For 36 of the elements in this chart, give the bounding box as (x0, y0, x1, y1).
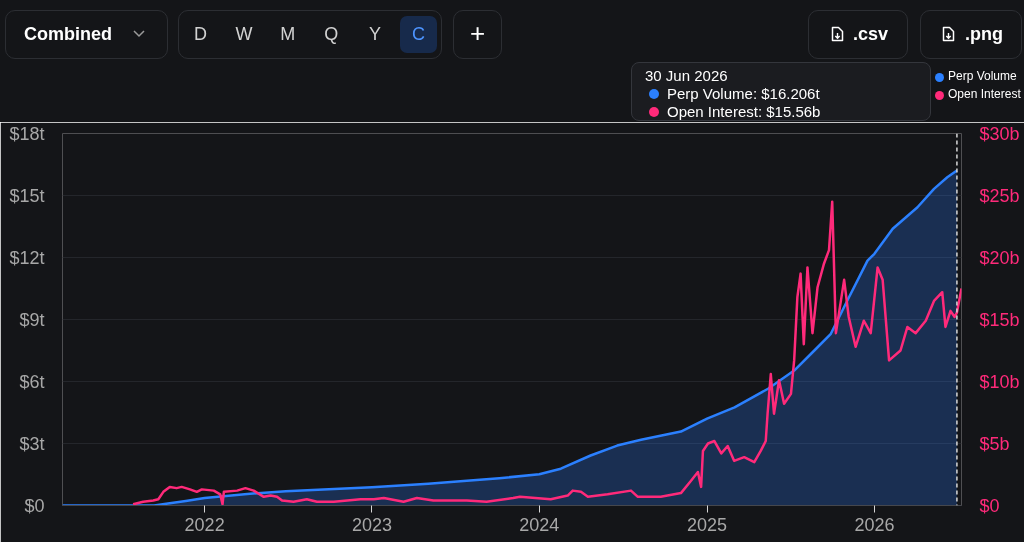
y2-tick-label: $30b (979, 123, 1020, 144)
legend: Perp Volume Open Interest (935, 68, 1021, 104)
text: W (234, 23, 254, 45)
text: C (411, 23, 426, 45)
text: 30 Jun 2026 (645, 67, 728, 85)
y-tick-label: $6t (19, 371, 45, 392)
y2-tick-label: $15b (979, 309, 1020, 330)
y-tick-label: $15t (9, 185, 45, 206)
text: Q (323, 23, 340, 45)
text: .csv (853, 23, 889, 45)
text: Y (367, 23, 382, 45)
x-tick-label: 2026 (854, 514, 895, 535)
y-tick-label: $9t (19, 309, 45, 330)
legend-label: Perp Volume (948, 68, 1017, 86)
text: D (193, 23, 208, 45)
y-tick-label: $12t (9, 247, 45, 268)
text: M (279, 23, 297, 45)
y2-tick-label: $0 (979, 495, 1000, 516)
text: Open Interest: $15.56b (667, 103, 821, 121)
text: + (468, 17, 487, 49)
text: Perp Volume: $16.206t (667, 85, 820, 103)
y-tick-label: $18t (9, 123, 45, 144)
y2-tick-label: $25b (979, 185, 1020, 206)
line-series (131, 200, 962, 506)
text: .png (965, 23, 1003, 45)
y2-tick-label: $20b (979, 247, 1020, 268)
x-tick-label: 2023 (351, 514, 392, 535)
y-tick-label: $3t (19, 433, 45, 454)
y-tick-label: $0 (24, 495, 45, 516)
x-tick-label: 2024 (519, 514, 560, 535)
y2-tick-label: $10b (979, 371, 1020, 392)
x-tick-label: 2025 (687, 514, 728, 535)
legend-label: Open Interest (948, 86, 1021, 104)
y2-tick-label: $5b (979, 433, 1010, 454)
text: Combined (24, 23, 112, 45)
x-tick-label: 2022 (184, 514, 225, 535)
